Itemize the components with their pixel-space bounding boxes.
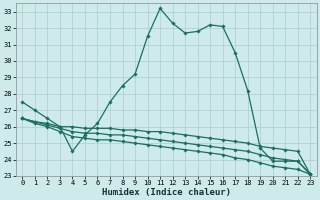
X-axis label: Humidex (Indice chaleur): Humidex (Indice chaleur) [102, 188, 231, 197]
